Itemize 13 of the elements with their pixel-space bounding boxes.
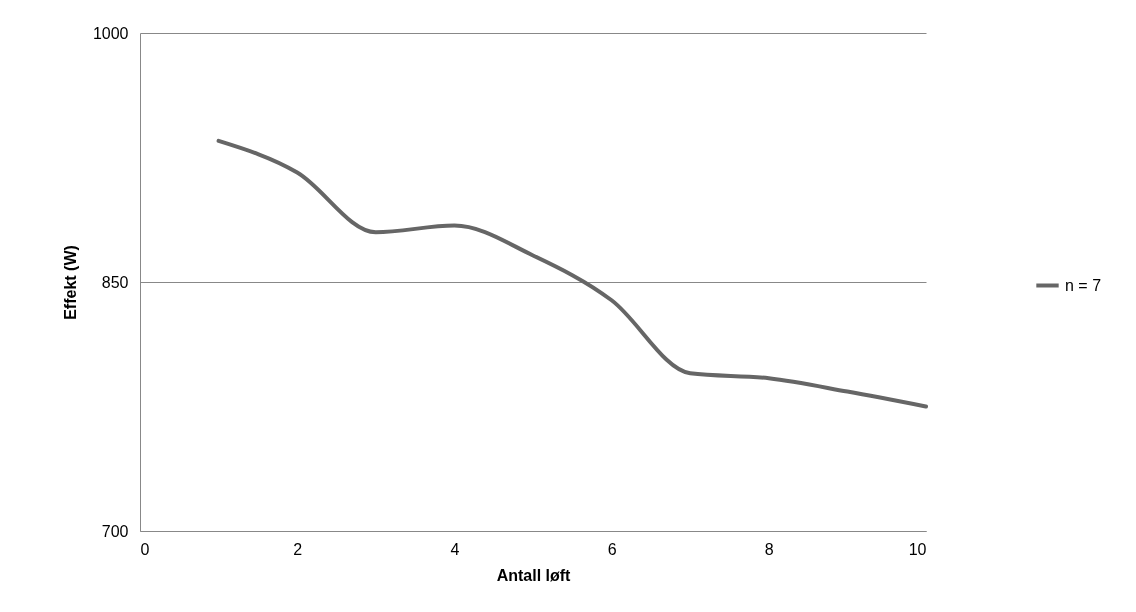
x-axis-title: Antall løft	[496, 566, 572, 584]
y-tick-label: 700	[101, 522, 129, 540]
x-tick-label: 8	[764, 540, 774, 558]
x-tick-label: 6	[607, 540, 617, 558]
x-tick-label: 2	[293, 540, 303, 558]
x-tick-label: 10	[908, 540, 927, 558]
y-tick-label: 1000	[92, 24, 129, 42]
line-series	[216, 138, 928, 409]
y-tick-label: 850	[101, 273, 129, 291]
x-tick-label: 4	[450, 540, 460, 558]
x-tick-label: 0	[140, 540, 150, 558]
legend-label: n = 7	[1065, 276, 1102, 294]
y-axis-title: Effekt (W)	[61, 245, 79, 320]
